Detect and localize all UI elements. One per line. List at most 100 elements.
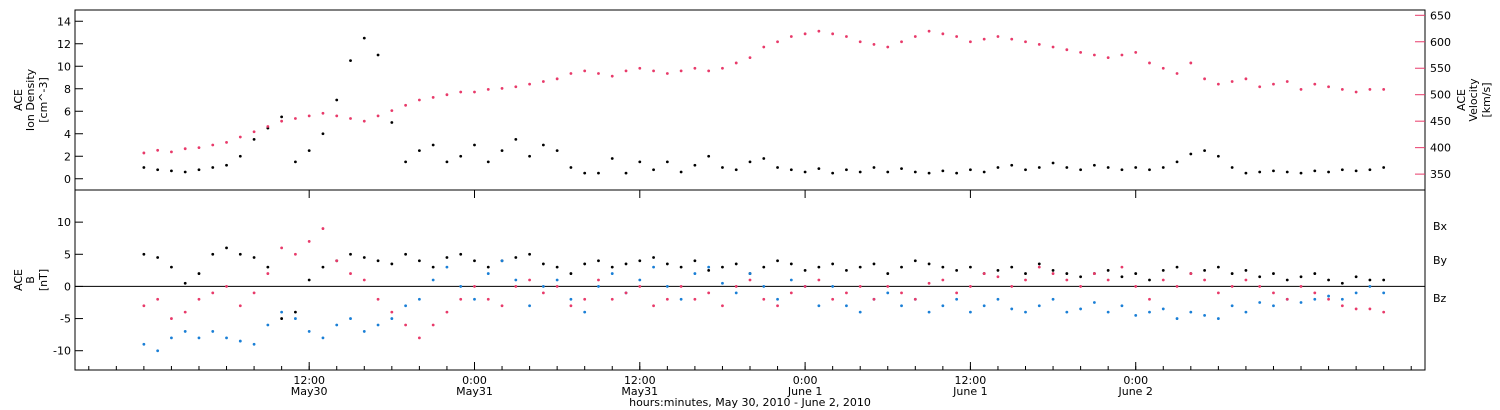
ion-density-point-42 (721, 166, 724, 169)
bz-point-16 (362, 278, 366, 282)
bx-point-56 (913, 259, 917, 263)
ion-density-point-70 (1106, 166, 1110, 169)
ion-density-point-25 (486, 160, 490, 164)
ion-density-point-63 (1010, 163, 1014, 167)
bz-point-34 (610, 297, 614, 301)
by-point-41 (707, 265, 711, 269)
ion-density-point-5 (211, 166, 215, 169)
bz-point-31 (569, 304, 573, 308)
ion-density-point-75 (1175, 160, 1179, 164)
bz-point-62 (996, 275, 1000, 279)
velocity-point-15 (349, 117, 352, 120)
top-ylabel-right-1: ACE (1455, 89, 1468, 111)
velocity-point-70 (1106, 56, 1110, 60)
ion-density-point-34 (610, 157, 614, 160)
bx-point-17 (376, 259, 380, 263)
by-point-81 (1258, 301, 1262, 304)
ion-density-point-8 (252, 137, 256, 141)
bx-point-80 (1244, 268, 1248, 272)
bx-point-40 (693, 259, 697, 263)
by-point-62 (996, 297, 1000, 301)
ion-density-point-33 (597, 171, 600, 175)
ion-density-point-78 (1216, 154, 1220, 158)
bz-point-54 (886, 285, 890, 288)
bx-point-46 (776, 259, 779, 263)
velocity-point-87 (1340, 88, 1344, 91)
by-point-63 (1010, 307, 1014, 311)
velocity-point-30 (555, 77, 559, 81)
bx-point-0 (142, 252, 146, 256)
bz-point-11 (294, 252, 297, 256)
ion-density-point-39 (679, 170, 683, 174)
bz-point-73 (1148, 297, 1151, 301)
by-point-33 (597, 285, 600, 288)
velocity-point-12 (307, 114, 311, 118)
ion-density-point-45 (762, 157, 766, 160)
by-point-55 (900, 304, 903, 308)
velocity-point-51 (845, 35, 848, 38)
velocity-point-36 (638, 66, 642, 70)
ion-density-point-1 (156, 168, 160, 172)
by-point-32 (583, 310, 587, 314)
bz-point-72 (1134, 285, 1138, 288)
velocity-point-76 (1189, 61, 1193, 65)
bx-point-16 (362, 256, 366, 259)
top-ylabel-left-3: [cm^-3] (37, 77, 50, 123)
by-point-6 (225, 336, 228, 340)
bx-point-48 (803, 268, 807, 272)
bx-point-13 (321, 265, 325, 269)
top-right-tick-label-5: 600 (1430, 36, 1451, 49)
velocity-point-5 (211, 143, 215, 147)
by-point-12 (307, 330, 311, 333)
bx-point-2 (170, 265, 173, 269)
bx-point-86 (1327, 278, 1330, 282)
bx-point-24 (473, 259, 476, 263)
bz-point-32 (583, 297, 587, 301)
velocity-point-48 (803, 32, 807, 36)
by-point-51 (845, 304, 848, 308)
bottom-left-tick-label-4: 10 (57, 216, 71, 229)
ion-density-point-26 (500, 149, 504, 153)
ion-density-point-68 (1079, 168, 1083, 172)
x-tick-time-4: 12:00 (955, 374, 987, 387)
top-left-tick-label-5: 10 (57, 60, 71, 73)
x-tick-date-0: May30 (291, 385, 328, 398)
ion-density-point-18 (390, 121, 394, 124)
bz-point-82 (1272, 291, 1275, 295)
ion-density-point-52 (858, 170, 862, 174)
velocity-point-57 (927, 29, 931, 33)
by-point-9 (266, 323, 270, 327)
bz-point-77 (1203, 278, 1206, 282)
bz-point-36 (638, 285, 642, 288)
by-point-75 (1175, 317, 1179, 320)
ion-density-point-82 (1272, 169, 1275, 173)
bz-point-12 (307, 240, 311, 243)
bz-point-52 (858, 285, 862, 288)
velocity-point-52 (858, 40, 862, 44)
bottom-left-y-axis: -10 -5 0 5 10 (53, 216, 83, 358)
by-point-39 (679, 297, 683, 301)
velocity-point-84 (1299, 88, 1303, 91)
velocity-point-54 (886, 45, 890, 49)
top-ylabel-right-2: Velocity (1467, 78, 1480, 122)
ion-density-point-22 (445, 160, 449, 164)
bx-point-21 (431, 265, 435, 269)
by-point-40 (693, 272, 697, 275)
bx-point-82 (1272, 272, 1275, 275)
ion-density-point-83 (1285, 170, 1289, 174)
by-point-15 (349, 317, 352, 320)
bz-point-35 (624, 291, 628, 295)
x-tick-date-5: June 2 (1117, 385, 1152, 398)
ion-density-point-55 (900, 167, 903, 171)
bottom-ylabel-3: [nT] (37, 269, 50, 291)
bz-point-49 (817, 278, 821, 282)
ion-density-point-61 (982, 170, 986, 174)
bx-point-58 (941, 265, 945, 269)
velocity-point-74 (1161, 66, 1165, 70)
top-left-tick-label-1: 2 (64, 150, 71, 163)
velocity-point-80 (1244, 77, 1248, 81)
velocity-point-89 (1368, 88, 1372, 91)
x-tick-time-1: 0:00 (462, 374, 487, 387)
x-tick-time-0: 12:00 (293, 374, 325, 387)
ion-density-point-17 (376, 53, 380, 57)
